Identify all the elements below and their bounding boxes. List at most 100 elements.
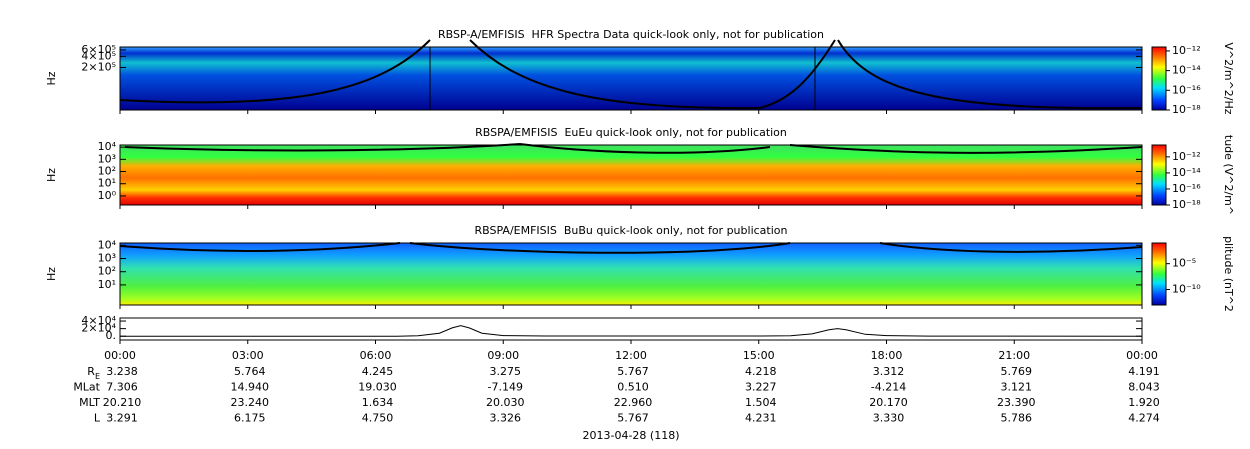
colorbar-label: V^2/m^2/Hz [1222,42,1235,114]
ephemeris-value: 20.210 [103,396,142,409]
panel-title: RBSPA/EMFISIS BuBu quick-look only, not … [475,224,788,237]
y-tick-label: 10¹ [98,278,116,291]
colorbar-tick-label: 10⁻¹⁶ [1172,83,1201,96]
ephemeris-value: 23.390 [997,396,1036,409]
y-axis-label: Hz [45,267,58,281]
colorbar-tick-label: 10⁻¹⁸ [1172,198,1201,211]
y-tick-label: 0. [106,329,117,342]
colorbar-tick-label: 10⁻¹⁸ [1172,103,1201,116]
y-tick-label: 10⁴ [98,140,117,153]
ephemeris-value: 6.175 [234,412,266,425]
ephemeris-value: 1.634 [362,396,394,409]
ephemeris-label: MLT [79,396,100,409]
plasma-line [879,242,1143,253]
panel-title: RBSP-A/EMFISIS HFR Spectra Data quick-lo… [438,28,824,41]
colorbar-tick-label: 10⁻⁵ [1172,257,1196,270]
ephemeris-label-sub: E [95,372,100,381]
x-tick-label: 21:00 [998,349,1030,362]
y-tick-label: 6×10⁵ [81,43,116,56]
ephemeris-value: 4.274 [1128,412,1160,425]
spectrogram [120,145,1142,205]
ephemeris-value: 23.240 [231,396,270,409]
y-tick-label: 10³ [98,152,116,165]
ephemeris-value: 22.960 [614,396,653,409]
colorbar-label: tude (V^2/m^ [1222,135,1235,215]
colorbar-tick-label: 10⁻¹⁴ [1172,166,1201,179]
colorbar-tick-label: 10⁻¹⁰ [1172,283,1201,296]
ephemeris-value: 3.121 [1001,381,1033,394]
colorbar-tick-label: 10⁻¹⁶ [1172,182,1201,195]
colorbar-tick-label: 10⁻¹² [1172,150,1201,163]
ephemeris-value: 5.767 [617,365,649,378]
colorbar-label: plitude (nT^2 [1222,236,1235,312]
ephemeris-value: 0.510 [617,381,649,394]
x-tick-label: 06:00 [360,349,392,362]
y-tick-label: 4×10⁵ [81,49,116,62]
ephemeris-label-text: R [87,365,95,378]
ephemeris-value: 8.043 [1128,381,1160,394]
ephemeris-value: 7.306 [106,381,138,394]
ephemeris-value: 3.326 [490,412,522,425]
ephemeris-label-text: MLT [79,396,100,409]
plasma-line [789,144,1143,154]
line [120,325,1143,337]
ephemeris-label: RE [87,365,100,381]
ephemeris-label-text: L [94,412,101,425]
x-tick-label: 15:00 [743,349,775,362]
y-tick-label: 10² [98,265,116,278]
y-tick-label: 10¹ [98,177,116,190]
ephemeris-value: 5.769 [1001,365,1033,378]
x-axis-label: 2013-04-28 (118) [582,429,679,442]
colorbar [1151,144,1167,206]
ephemeris-value: 14.940 [231,381,270,394]
ephemeris-value: 20.030 [486,396,525,409]
y-tick-label: 10² [98,165,116,178]
plasma-line [469,39,761,110]
ephemeris-value: 4.245 [362,365,394,378]
ephemeris-value: 3.291 [106,412,138,425]
ephemeris-label: MLat [73,381,100,394]
plasma-line [409,242,791,254]
colorbar [1151,242,1167,306]
ephemeris-value: 4.231 [745,412,777,425]
ephemeris-value: 3.227 [745,381,777,394]
colorbar-tick-label: 10⁻¹² [1172,44,1201,57]
ephemeris-value: 3.330 [873,412,905,425]
ephemeris-value: 5.767 [617,412,649,425]
ephemeris-value: 3.238 [106,365,138,378]
x-tick-label: 00:00 [1126,349,1158,362]
plasma-line [124,143,521,152]
x-tick-label: 09:00 [487,349,519,362]
ephemeris-value: 4.750 [362,412,394,425]
y-tick-label: 2×10⁴ [81,322,116,335]
ephemeris-value: 19.030 [358,381,397,394]
colorbar-tick-label: 10⁻¹⁴ [1172,64,1201,77]
spectrogram [120,47,1142,110]
ephemeris-value: -4.214 [871,381,906,394]
ephemeris-value: 5.764 [234,365,266,378]
ephemeris-value: 5.786 [1001,412,1033,425]
y-axis-label: Hz [45,71,58,85]
y-tick-label: 10³ [98,252,116,265]
plasma-line [119,242,401,252]
ephemeris-value: 3.312 [873,365,905,378]
ephemeris-value: 1.920 [1128,396,1160,409]
x-tick-label: 03:00 [232,349,264,362]
ephemeris-value: 1.504 [745,396,777,409]
plasma-line [519,143,771,154]
panel-title: RBSPA/EMFISIS EuEu quick-look only, not … [475,126,787,139]
ephemeris-label-text: MLat [73,381,100,394]
x-tick-label: 00:00 [104,349,136,362]
ephemeris-value: 4.218 [745,365,777,378]
y-axis-label: Hz [45,168,58,182]
y-tick-label: 10⁴ [98,238,117,251]
plasma-line [837,39,1143,110]
ephemeris-value: -7.149 [488,381,523,394]
y-tick-label: 2×10⁵ [81,60,116,73]
y-tick-label: 10⁰ [98,189,117,202]
colorbar [1151,46,1167,111]
ephemeris-label: L [94,412,101,425]
x-tick-label: 18:00 [871,349,903,362]
